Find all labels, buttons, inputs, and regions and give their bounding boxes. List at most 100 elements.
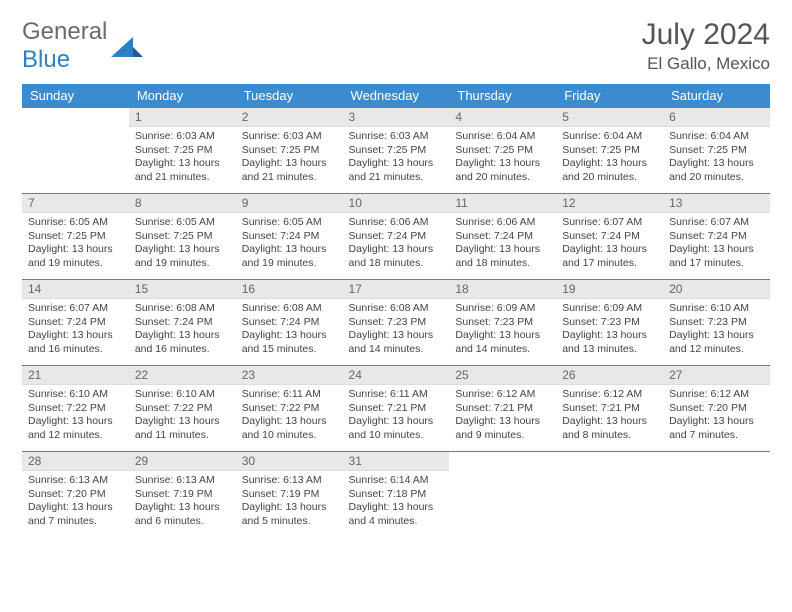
- day-number: 14: [22, 280, 129, 299]
- day-number: 28: [22, 452, 129, 471]
- sunset-line: Sunset: 7:25 PM: [562, 144, 657, 158]
- week-row: 1Sunrise: 6:03 AMSunset: 7:25 PMDaylight…: [22, 108, 770, 194]
- daylight-line: Daylight: 13 hours and 10 minutes.: [349, 415, 444, 442]
- day-number: 25: [449, 366, 556, 385]
- day-cell: 6Sunrise: 6:04 AMSunset: 7:25 PMDaylight…: [663, 108, 770, 194]
- day-number: 8: [129, 194, 236, 213]
- day-number: 29: [129, 452, 236, 471]
- daylight-line: Daylight: 13 hours and 10 minutes.: [242, 415, 337, 442]
- sunrise-line: Sunrise: 6:13 AM: [28, 474, 123, 488]
- day-cell: 11Sunrise: 6:06 AMSunset: 7:24 PMDayligh…: [449, 194, 556, 280]
- day-cell: 9Sunrise: 6:05 AMSunset: 7:24 PMDaylight…: [236, 194, 343, 280]
- day-cell: 24Sunrise: 6:11 AMSunset: 7:21 PMDayligh…: [343, 366, 450, 452]
- sunrise-line: Sunrise: 6:03 AM: [242, 130, 337, 144]
- sunset-line: Sunset: 7:25 PM: [349, 144, 444, 158]
- daylight-line: Daylight: 13 hours and 15 minutes.: [242, 329, 337, 356]
- daylight-line: Daylight: 13 hours and 16 minutes.: [28, 329, 123, 356]
- logo-text-blue: Blue: [22, 46, 70, 73]
- sunset-line: Sunset: 7:23 PM: [669, 316, 764, 330]
- sunset-line: Sunset: 7:18 PM: [349, 488, 444, 502]
- daylight-line: Daylight: 13 hours and 19 minutes.: [242, 243, 337, 270]
- sunset-line: Sunset: 7:25 PM: [135, 230, 230, 244]
- sunset-line: Sunset: 7:21 PM: [455, 402, 550, 416]
- sunset-line: Sunset: 7:19 PM: [242, 488, 337, 502]
- daylight-line: Daylight: 13 hours and 5 minutes.: [242, 501, 337, 528]
- daylight-line: Daylight: 13 hours and 19 minutes.: [135, 243, 230, 270]
- sunset-line: Sunset: 7:25 PM: [455, 144, 550, 158]
- day-cell: 13Sunrise: 6:07 AMSunset: 7:24 PMDayligh…: [663, 194, 770, 280]
- day-cell: 12Sunrise: 6:07 AMSunset: 7:24 PMDayligh…: [556, 194, 663, 280]
- sunset-line: Sunset: 7:22 PM: [135, 402, 230, 416]
- day-cell: [449, 452, 556, 538]
- sunrise-line: Sunrise: 6:11 AM: [349, 388, 444, 402]
- weekday-friday: Friday: [556, 84, 663, 108]
- day-body: Sunrise: 6:14 AMSunset: 7:18 PMDaylight:…: [343, 471, 450, 532]
- day-cell: 1 Sunrise: 6:03 AMSunset: 7:25 PMDaylight…: [129, 108, 236, 194]
- day-number: 26: [556, 366, 663, 385]
- sunrise-line: Sunrise: 6:06 AM: [455, 216, 550, 230]
- sunrise-line: Sunrise: 6:05 AM: [242, 216, 337, 230]
- day-number: 18: [449, 280, 556, 299]
- day-number: 27: [663, 366, 770, 385]
- day-body: Sunrise: 6:08 AMSunset: 7:23 PMDaylight:…: [343, 299, 450, 360]
- day-cell: 2Sunrise: 6:03 AMSunset: 7:25 PMDaylight…: [236, 108, 343, 194]
- daylight-line: Daylight: 13 hours and 8 minutes.: [562, 415, 657, 442]
- daylight-line: Daylight: 13 hours and 16 minutes.: [135, 329, 230, 356]
- day-number: 12: [556, 194, 663, 213]
- day-body: Sunrise: 6:04 AMSunset: 7:25 PMDaylight:…: [556, 127, 663, 188]
- day-number: 17: [343, 280, 450, 299]
- daylight-line: Daylight: 13 hours and 11 minutes.: [135, 415, 230, 442]
- logo-triangle-icon: [111, 33, 145, 59]
- sunrise-line: Sunrise: 6:03 AM: [135, 130, 230, 144]
- day-number: 13: [663, 194, 770, 213]
- day-number: 4: [449, 108, 556, 127]
- sunrise-line: Sunrise: 6:03 AM: [349, 130, 444, 144]
- day-body: Sunrise: 6:05 AMSunset: 7:24 PMDaylight:…: [236, 213, 343, 274]
- sunrise-line: Sunrise: 6:10 AM: [669, 302, 764, 316]
- sunset-line: Sunset: 7:24 PM: [242, 316, 337, 330]
- week-row: 21Sunrise: 6:10 AMSunset: 7:22 PMDayligh…: [22, 366, 770, 452]
- sunrise-line: Sunrise: 6:12 AM: [455, 388, 550, 402]
- sunset-line: Sunset: 7:22 PM: [242, 402, 337, 416]
- day-number: 3: [343, 108, 450, 127]
- day-body: Sunrise: 6:05 AMSunset: 7:25 PMDaylight:…: [129, 213, 236, 274]
- sunrise-line: Sunrise: 6:08 AM: [135, 302, 230, 316]
- day-number: 1: [129, 108, 236, 127]
- day-body: Sunrise: 6:07 AMSunset: 7:24 PMDaylight:…: [556, 213, 663, 274]
- day-body: Sunrise: 6:07 AMSunset: 7:24 PMDaylight:…: [22, 299, 129, 360]
- daylight-line: Daylight: 13 hours and 7 minutes.: [28, 501, 123, 528]
- day-cell: 8Sunrise: 6:05 AMSunset: 7:25 PMDaylight…: [129, 194, 236, 280]
- day-body: Sunrise: 6:13 AMSunset: 7:19 PMDaylight:…: [129, 471, 236, 532]
- day-body: Sunrise: 6:06 AMSunset: 7:24 PMDaylight:…: [449, 213, 556, 274]
- sunrise-line: Sunrise: 6:13 AM: [242, 474, 337, 488]
- day-body: Sunrise: 6:08 AMSunset: 7:24 PMDaylight:…: [236, 299, 343, 360]
- sunset-line: Sunset: 7:23 PM: [349, 316, 444, 330]
- daylight-line: Daylight: 13 hours and 4 minutes.: [349, 501, 444, 528]
- sunrise-line: Sunrise: 6:07 AM: [28, 302, 123, 316]
- day-cell: 17Sunrise: 6:08 AMSunset: 7:23 PMDayligh…: [343, 280, 450, 366]
- sunset-line: Sunset: 7:24 PM: [455, 230, 550, 244]
- sunrise-line: Sunrise: 6:11 AM: [242, 388, 337, 402]
- daylight-line: Daylight: 13 hours and 21 minutes.: [135, 157, 230, 184]
- daylight-line: Daylight: 13 hours and 7 minutes.: [669, 415, 764, 442]
- day-cell: 19Sunrise: 6:09 AMSunset: 7:23 PMDayligh…: [556, 280, 663, 366]
- logo-text: General Blue: [22, 18, 107, 74]
- day-cell: 15Sunrise: 6:08 AMSunset: 7:24 PMDayligh…: [129, 280, 236, 366]
- sunset-line: Sunset: 7:25 PM: [135, 144, 230, 158]
- sunrise-line: Sunrise: 6:10 AM: [28, 388, 123, 402]
- day-body: Sunrise: 6:12 AMSunset: 7:21 PMDaylight:…: [556, 385, 663, 446]
- day-cell: [663, 452, 770, 538]
- day-body: Sunrise: 6:13 AMSunset: 7:19 PMDaylight:…: [236, 471, 343, 532]
- daylight-line: Daylight: 13 hours and 18 minutes.: [349, 243, 444, 270]
- day-cell: 10Sunrise: 6:06 AMSunset: 7:24 PMDayligh…: [343, 194, 450, 280]
- day-body: Sunrise: 6:07 AMSunset: 7:24 PMDaylight:…: [663, 213, 770, 274]
- weekday-tuesday: Tuesday: [236, 84, 343, 108]
- sunrise-line: Sunrise: 6:13 AM: [135, 474, 230, 488]
- sunset-line: Sunset: 7:24 PM: [562, 230, 657, 244]
- header: General Blue July 2024 El Gallo, Mexico: [22, 18, 770, 74]
- day-cell: 5Sunrise: 6:04 AMSunset: 7:25 PMDaylight…: [556, 108, 663, 194]
- sunset-line: Sunset: 7:22 PM: [28, 402, 123, 416]
- sunrise-line: Sunrise: 6:04 AM: [455, 130, 550, 144]
- sunrise-line: Sunrise: 6:10 AM: [135, 388, 230, 402]
- sunrise-line: Sunrise: 6:09 AM: [562, 302, 657, 316]
